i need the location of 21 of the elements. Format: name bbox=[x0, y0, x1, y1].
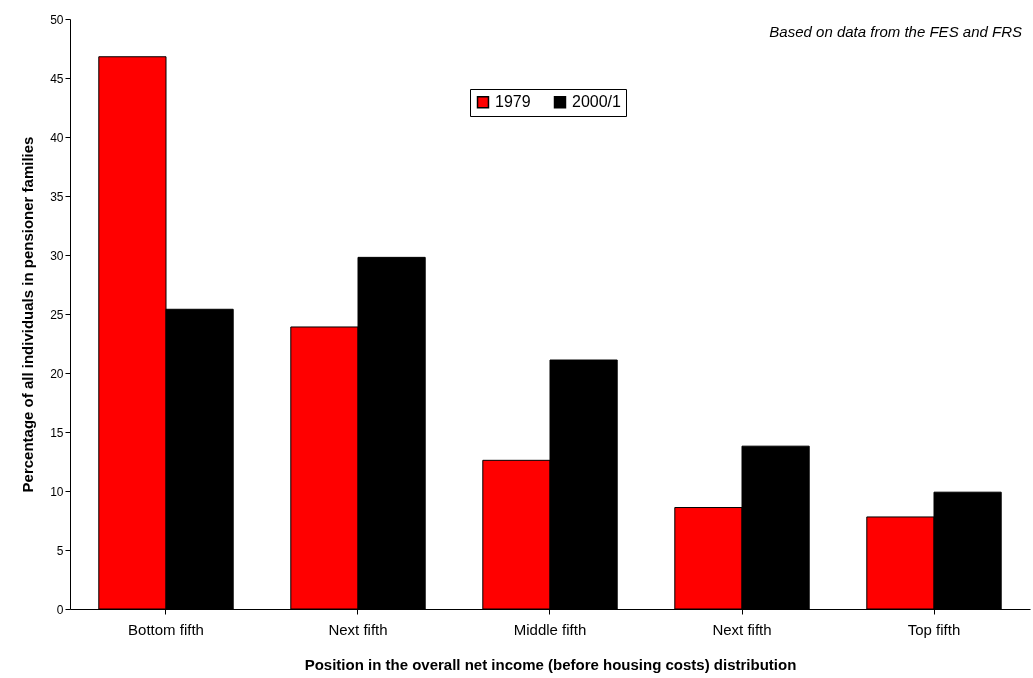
x-tick-label: Next fifth bbox=[328, 620, 388, 638]
x-tick-label: Bottom fifth bbox=[128, 620, 204, 638]
y-axis-title: Percentage of all individuals in pensioner families bbox=[19, 136, 37, 493]
y-tick-label: 30 bbox=[50, 248, 64, 263]
y-tick-label: 5 bbox=[56, 543, 64, 558]
y-tick-label: 10 bbox=[50, 484, 64, 499]
y-tick-label: 0 bbox=[56, 602, 64, 617]
y-tick-label: 35 bbox=[50, 189, 64, 204]
y-tick-label: 20 bbox=[50, 366, 64, 381]
y-tick-label: 15 bbox=[50, 425, 64, 440]
y-tick-label: 50 bbox=[50, 12, 64, 27]
legend-label: 2000/1 bbox=[572, 93, 622, 111]
x-tick-label: Middle fifth bbox=[513, 620, 587, 638]
legend-label: 1979 bbox=[495, 93, 531, 111]
x-tick-label: Top fifth bbox=[907, 620, 961, 638]
y-tick-label: 25 bbox=[50, 307, 64, 322]
x-axis-title: Position in the overall net income (before housing costs) distribution bbox=[304, 655, 797, 673]
y-tick-label: 45 bbox=[50, 71, 64, 86]
x-tick-label: Next fifth bbox=[712, 620, 772, 638]
annotation: Based on data from the FES and FRS bbox=[769, 23, 1022, 40]
y-tick-label: 40 bbox=[50, 130, 64, 145]
